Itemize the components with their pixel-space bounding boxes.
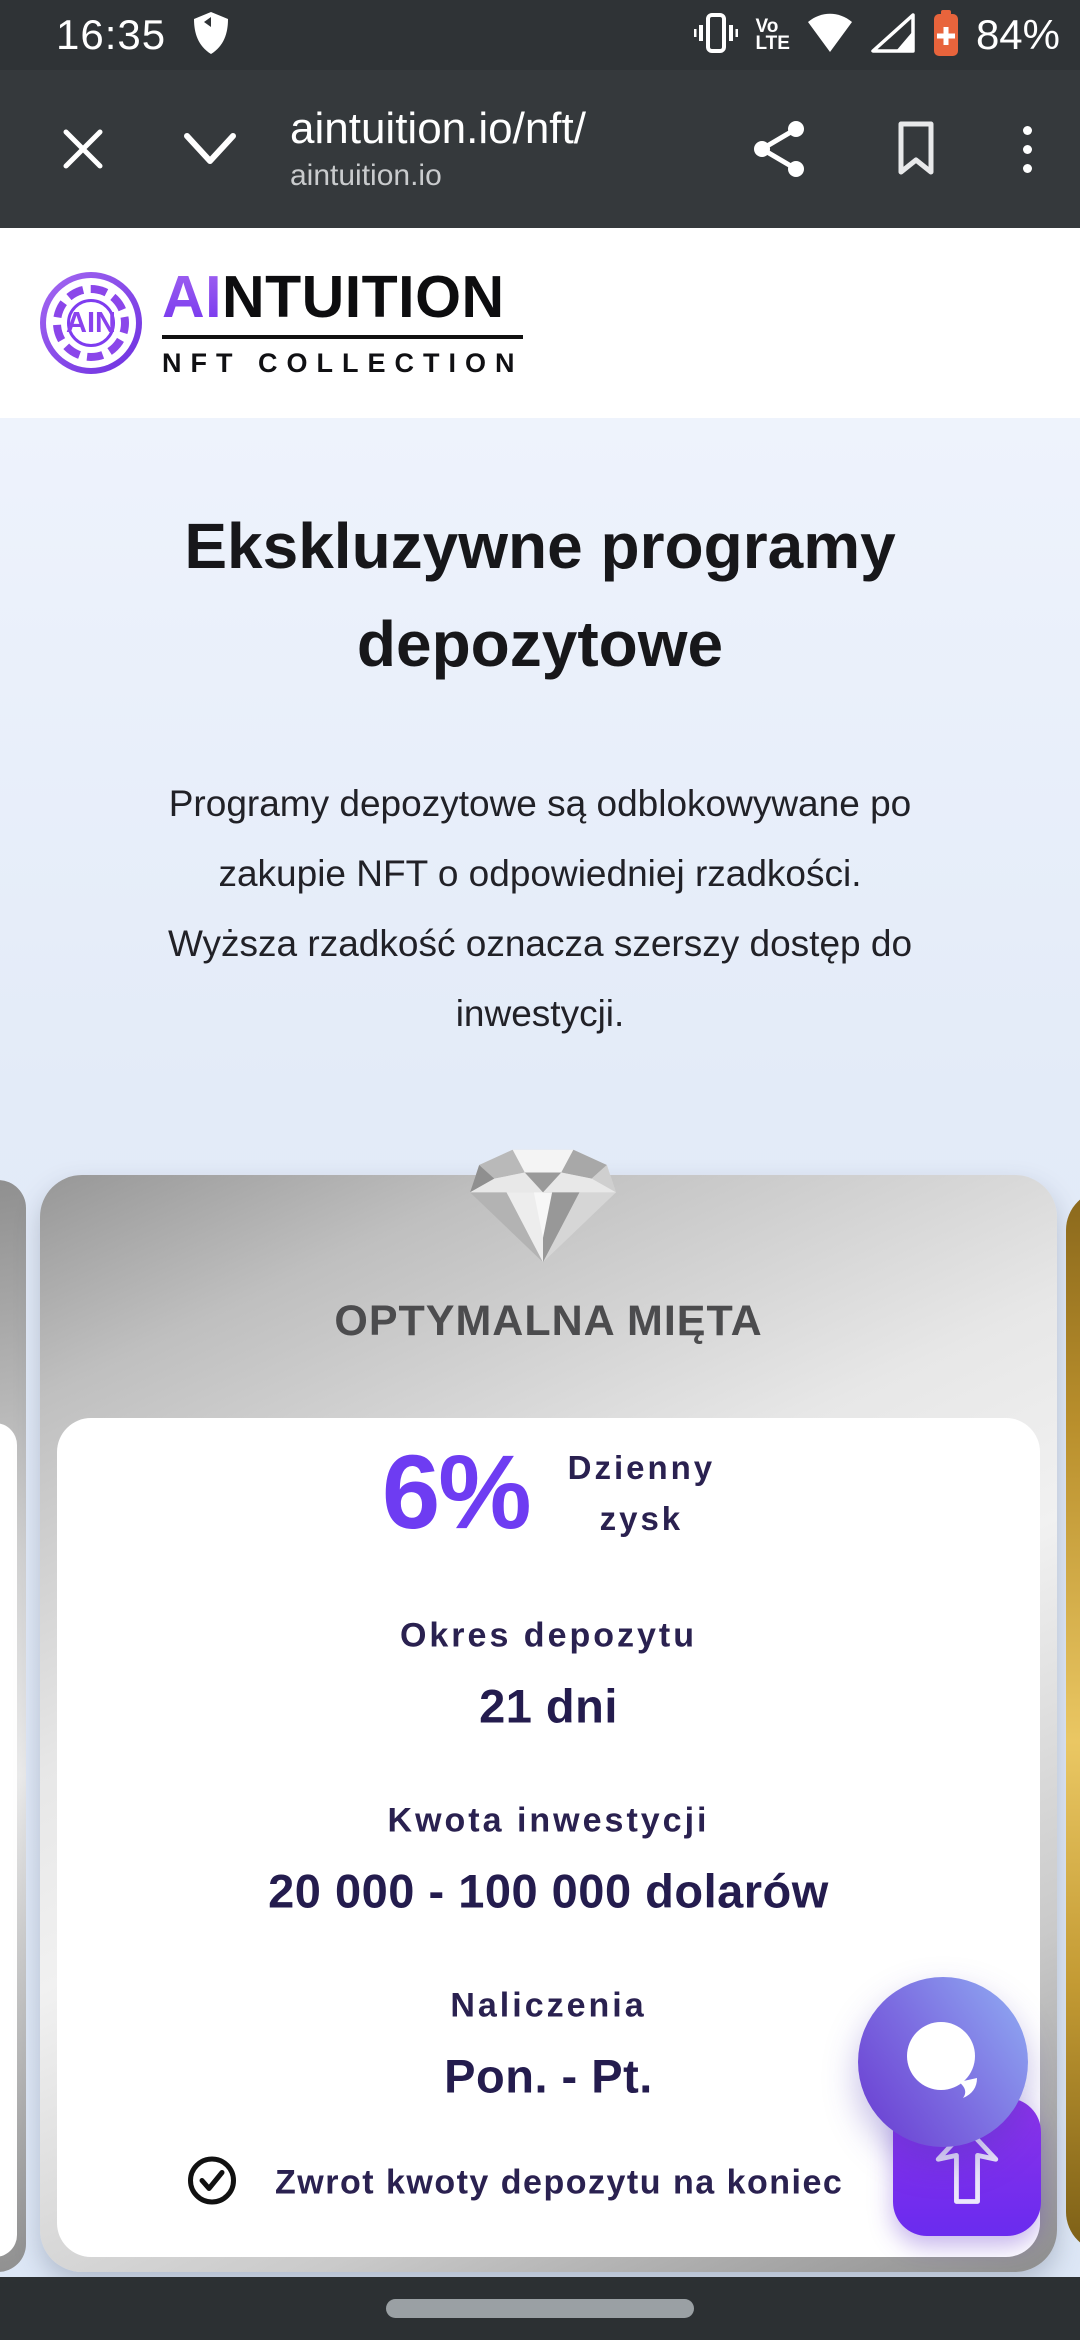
url-bar[interactable]: aintuition.io/nft/ aintuition.io (290, 103, 751, 195)
brand-tagline: NFT COLLECTION (162, 348, 524, 378)
benefit-text: Zwrot kwoty depozytu na koniec (275, 2163, 844, 2202)
profit-percent: 6% (381, 1434, 532, 1551)
daily-profit: 6% Dzienny zysk (57, 1433, 1040, 1553)
field-value: 20 000 - 100 000 dolarów (268, 1864, 829, 1918)
page-description: Programy depozytowe są odblokowywane po … (167, 783, 913, 1034)
chevron-down-icon[interactable] (182, 131, 238, 167)
gesture-pill[interactable] (386, 2299, 694, 2318)
previous-program-card[interactable] (0, 1180, 26, 2272)
signal-icon (870, 12, 916, 59)
chat-button[interactable] (858, 1977, 1028, 2147)
close-icon[interactable] (60, 126, 106, 172)
diamond-image (467, 1146, 619, 1266)
battery-saver-icon (933, 9, 959, 61)
volte-icon: Vo LTE (755, 16, 790, 54)
field-value: 21 dni (479, 1679, 618, 1733)
field-label: Naliczenia (450, 1986, 647, 2025)
profit-label: Dzienny zysk (567, 1449, 716, 1537)
brand-name: AINTUITION (162, 267, 524, 339)
bookmark-icon[interactable] (893, 120, 939, 178)
arrow-up-icon (919, 2117, 1015, 2218)
status-bar: 16:35 Vo LTE 84% (0, 0, 1080, 70)
status-right: Vo LTE 84% (693, 9, 1060, 61)
share-icon[interactable] (751, 119, 809, 179)
program-card-body: 6% Dzienny zysk Okres depozytu 21 dni Kw… (57, 1418, 1040, 2257)
check-circle-icon (187, 2156, 237, 2211)
browser-toolbar: aintuition.io/nft/ aintuition.io (0, 70, 1080, 228)
wifi-icon (807, 13, 853, 58)
battery-percent: 84% (975, 11, 1060, 58)
shield-icon (192, 11, 230, 60)
brand-logo-icon[interactable]: AIN (40, 272, 142, 374)
page-url: aintuition.io/nft/ (290, 104, 586, 153)
page-domain: aintuition.io (290, 159, 442, 192)
status-left: 16:35 (56, 11, 230, 60)
chat-bubble-icon (897, 2014, 989, 2111)
brand-badge-text: AIN (66, 299, 116, 347)
next-program-card[interactable] (1066, 1190, 1080, 2252)
page-title: Ekskluzywne programy depozytowe (184, 510, 896, 680)
overflow-menu-icon[interactable] (1023, 125, 1032, 173)
field-value: Pon. - Pt. (444, 2049, 653, 2103)
benefit-row: Zwrot kwoty depozytu na koniec (187, 2156, 843, 2211)
vibrate-icon (693, 12, 739, 59)
field-label: Okres depozytu (399, 1616, 698, 1655)
clock: 16:35 (56, 11, 167, 58)
gesture-nav-bar (0, 2277, 1080, 2340)
site-header: AIN AINTUITION NFT COLLECTION (0, 228, 1080, 418)
brand-wordmark[interactable]: AINTUITION NFT COLLECTION (162, 267, 524, 379)
field-label: Kwota inwestycji (387, 1801, 710, 1840)
program-tier-title: OPTYMALNA MIĘTA (334, 1297, 763, 1345)
